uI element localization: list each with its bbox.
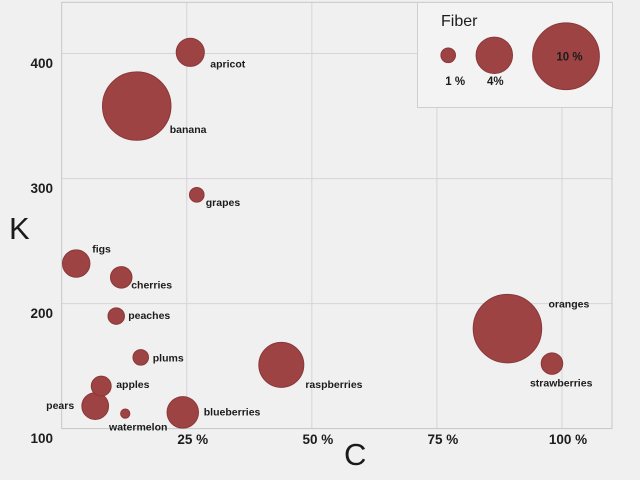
legend-label-1: 1 %: [445, 76, 465, 88]
size-legend[interactable]: Fiber 1 % 4% 10 %: [417, 2, 613, 108]
point-label-watermelon: watermelon: [108, 422, 167, 434]
point-label-figs: figs: [92, 244, 111, 256]
legend-label-10: 10 %: [556, 51, 582, 63]
legend-bubble-10[interactable]: [532, 22, 600, 91]
x-tick-50: 50 %: [302, 432, 333, 447]
legend-title: Fiber: [441, 13, 478, 30]
bubble-grapes[interactable]: [188, 187, 205, 203]
bubble-figs[interactable]: [61, 249, 91, 278]
bubble-apples[interactable]: [90, 375, 112, 397]
x-axis-title: C: [344, 437, 367, 472]
y-tick-300: 300: [30, 181, 53, 196]
bubble-oranges[interactable]: [472, 293, 543, 364]
legend-bubbles: 1 % 4% 10 %: [440, 22, 600, 91]
y-tick-200: 200: [30, 306, 53, 321]
point-label-raspberries: raspberries: [305, 379, 362, 391]
bubble-watermelon[interactable]: [120, 408, 131, 419]
x-tick-100: 100 %: [549, 432, 587, 447]
y-tick-100: 100: [30, 431, 53, 446]
bubble-cherries[interactable]: [109, 266, 133, 289]
legend-bubble-4[interactable]: [475, 36, 514, 75]
bubble-raspberries[interactable]: [258, 341, 305, 388]
bubble-pears[interactable]: [81, 392, 110, 420]
bubble-apricot[interactable]: [175, 37, 205, 67]
point-label-grapes: grapes: [206, 197, 241, 209]
point-label-apricot: apricot: [210, 58, 246, 70]
x-tick-75: 75 %: [428, 432, 459, 447]
bubble-strawberries[interactable]: [540, 352, 564, 375]
bubble-plums[interactable]: [132, 349, 150, 366]
x-tick-25: 25 %: [177, 432, 208, 447]
bubble-banana[interactable]: [101, 71, 172, 141]
legend-bubble-1[interactable]: [440, 47, 457, 64]
legend-label-4: 4%: [487, 76, 504, 88]
point-label-strawberries: strawberries: [530, 378, 593, 390]
y-axis-title: K: [9, 211, 30, 246]
bubble-peaches[interactable]: [107, 307, 125, 325]
point-label-banana: banana: [170, 124, 207, 136]
point-label-pears: pears: [46, 400, 74, 412]
point-label-cherries: cherries: [131, 279, 172, 291]
point-label-oranges: oranges: [548, 299, 589, 311]
bubble-blueberries[interactable]: [166, 396, 199, 429]
point-label-apples: apples: [116, 379, 149, 391]
plot-frame: [61, 1, 613, 430]
point-label-plums: plums: [153, 352, 184, 364]
point-label-blueberries: blueberries: [204, 406, 261, 418]
point-label-peaches: peaches: [128, 310, 170, 322]
y-tick-400: 400: [30, 56, 53, 71]
